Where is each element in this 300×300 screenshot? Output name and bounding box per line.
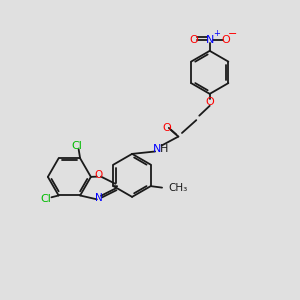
- Text: Cl: Cl: [72, 141, 83, 151]
- Text: CH₃: CH₃: [169, 183, 188, 193]
- Text: O: O: [163, 123, 171, 133]
- Text: Cl: Cl: [40, 194, 52, 204]
- Text: N: N: [153, 143, 162, 154]
- Text: O: O: [222, 34, 230, 44]
- Text: −: −: [228, 29, 237, 39]
- Text: O: O: [189, 34, 198, 44]
- Text: +: +: [213, 29, 220, 38]
- Text: N: N: [95, 193, 103, 202]
- Text: H: H: [160, 144, 168, 154]
- Text: O: O: [205, 97, 214, 107]
- Text: O: O: [95, 170, 103, 180]
- Text: N: N: [206, 34, 214, 44]
